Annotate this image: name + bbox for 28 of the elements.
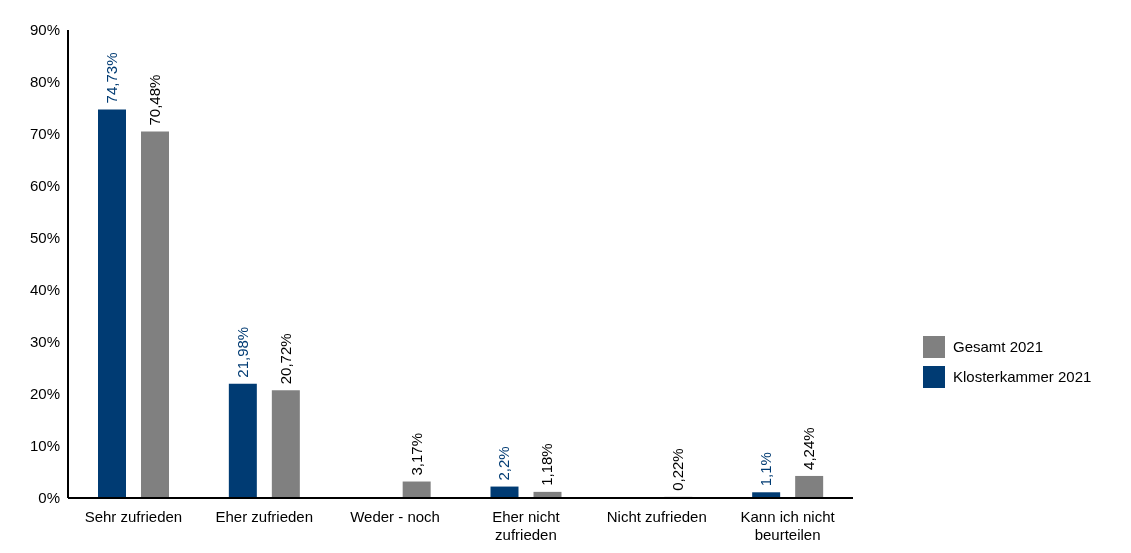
data-label: 70,48% [146, 74, 163, 126]
x-tick-label: Nicht zufrieden [606, 508, 707, 525]
y-tick-label: 40% [29, 281, 60, 299]
data-label: 20,72% [276, 333, 294, 385]
data-label: 0,22% [669, 448, 687, 491]
y-tick-label: 30% [29, 333, 60, 351]
y-tick-label: 90% [29, 21, 60, 39]
x-tick-label: Eher zufrieden [215, 508, 314, 525]
y-tick-label: 0% [38, 489, 60, 507]
x-tick-label: Weder - noch [350, 508, 440, 525]
y-tick-label: 80% [29, 73, 60, 91]
legend-label: Klosterkammer 2021 [953, 368, 1092, 385]
y-tick-label: 10% [29, 437, 60, 455]
y-tick-label: 50% [29, 229, 60, 247]
data-label: 1,1% [757, 452, 775, 487]
data-label: 74,73% [103, 52, 120, 104]
x-tick-label: Eher nicht zufrieden [492, 508, 561, 543]
x-tick-label: Kann ich nicht beurteilen [740, 508, 836, 543]
y-tick-label: 20% [29, 385, 60, 403]
y-tick-label: 70% [29, 125, 60, 143]
data-label: 4,24% [800, 427, 818, 470]
y-tick-label: 60% [29, 177, 60, 195]
data-label: 1,18% [538, 443, 556, 486]
data-label: 21,98% [233, 326, 251, 378]
legend-label: Gesamt 2021 [953, 338, 1044, 355]
data-label: 3,17% [407, 432, 425, 476]
data-label: 2,2% [495, 446, 513, 481]
x-tick-label: Sehr zufrieden [84, 508, 183, 525]
